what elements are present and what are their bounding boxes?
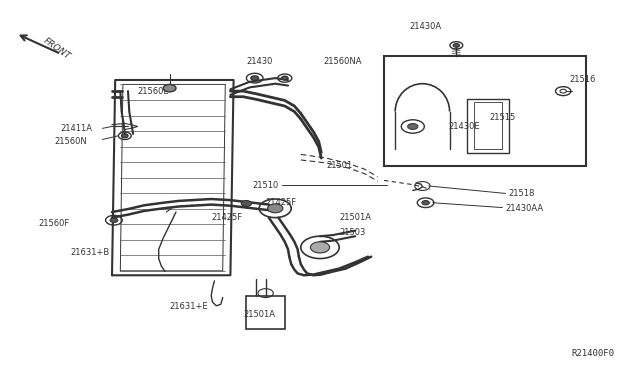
Circle shape xyxy=(560,89,566,93)
Text: 21501A: 21501A xyxy=(243,310,275,319)
Text: 21411A: 21411A xyxy=(61,124,93,133)
Bar xyxy=(474,102,502,149)
Text: 21425F: 21425F xyxy=(211,213,243,222)
Circle shape xyxy=(282,76,288,80)
Text: 21515: 21515 xyxy=(490,113,516,122)
Text: 21631+E: 21631+E xyxy=(170,302,208,311)
Circle shape xyxy=(453,44,460,47)
Text: 21430E: 21430E xyxy=(448,122,479,131)
Circle shape xyxy=(251,76,259,80)
Circle shape xyxy=(268,204,283,213)
Text: 21510: 21510 xyxy=(253,182,279,190)
Text: 21560NA: 21560NA xyxy=(323,57,362,66)
Text: 21425F: 21425F xyxy=(266,198,297,207)
Text: 21430A: 21430A xyxy=(410,22,442,31)
Text: 21560F: 21560F xyxy=(38,219,70,228)
Text: 21430: 21430 xyxy=(246,57,273,66)
Text: 21560E: 21560E xyxy=(138,87,169,96)
Circle shape xyxy=(241,201,252,206)
Circle shape xyxy=(110,218,118,222)
Text: 21516: 21516 xyxy=(570,76,596,84)
Circle shape xyxy=(408,124,418,129)
Bar xyxy=(246,296,285,329)
Text: FRONT: FRONT xyxy=(42,36,72,61)
Bar xyxy=(467,99,509,153)
Text: 21430AA: 21430AA xyxy=(506,204,544,213)
Text: 21501: 21501 xyxy=(326,161,353,170)
Circle shape xyxy=(422,201,429,205)
Bar xyxy=(384,56,586,166)
Text: 21631+B: 21631+B xyxy=(70,248,109,257)
Circle shape xyxy=(310,242,330,253)
Text: 21501A: 21501A xyxy=(339,213,371,222)
Text: R21400F0: R21400F0 xyxy=(572,349,614,358)
Text: 21518: 21518 xyxy=(509,189,535,198)
Circle shape xyxy=(163,84,176,92)
Text: 21503: 21503 xyxy=(339,228,365,237)
Text: 21560N: 21560N xyxy=(54,137,87,146)
Circle shape xyxy=(122,134,128,138)
